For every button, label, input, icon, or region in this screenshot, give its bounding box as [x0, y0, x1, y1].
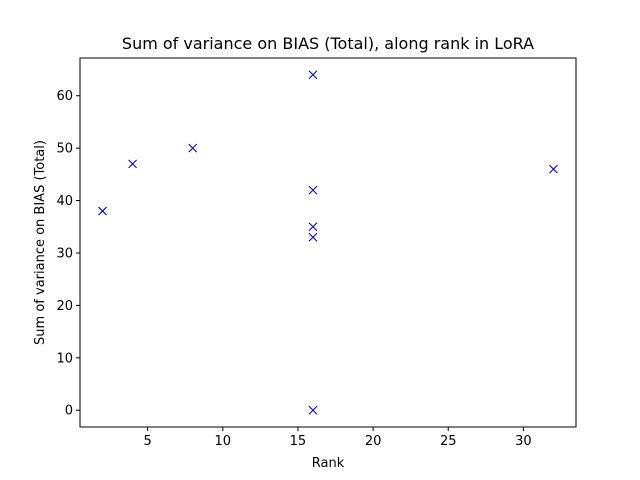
data-point: [308, 405, 318, 415]
data-point: [128, 159, 137, 169]
plot-content: 5 10 15 20 25 30 0 10 20 30 40 50 60: [56, 70, 558, 449]
data-point: [308, 222, 318, 232]
y-tick-label: 10: [56, 351, 73, 366]
y-tick-label: 60: [56, 89, 73, 104]
y-tick-label: 20: [56, 299, 73, 314]
y-tick-label: 30: [56, 246, 73, 261]
x-tick-label: 25: [440, 434, 457, 449]
chart-title: Sum of variance on BIAS (Total), along r…: [122, 34, 534, 53]
y-tick-label: 40: [56, 194, 73, 209]
data-point: [98, 206, 107, 216]
plot-frame: [79, 57, 577, 428]
y-tick-label: 0: [65, 404, 73, 419]
x-tick-label: 15: [290, 434, 307, 449]
y-axis-label: Sum of variance on BIAS (Total): [33, 140, 48, 345]
data-point: [308, 232, 318, 242]
data-point: [308, 185, 318, 195]
data-point: [308, 70, 318, 80]
data-point: [549, 164, 558, 174]
x-tick-label: 30: [515, 434, 532, 449]
x-tick-label: 5: [143, 434, 151, 449]
y-tick-label: 50: [56, 142, 73, 157]
x-tick-label: 20: [365, 434, 382, 449]
x-tick-label: 10: [215, 434, 232, 449]
x-axis-label: Rank: [312, 456, 345, 471]
data-point: [188, 143, 198, 153]
